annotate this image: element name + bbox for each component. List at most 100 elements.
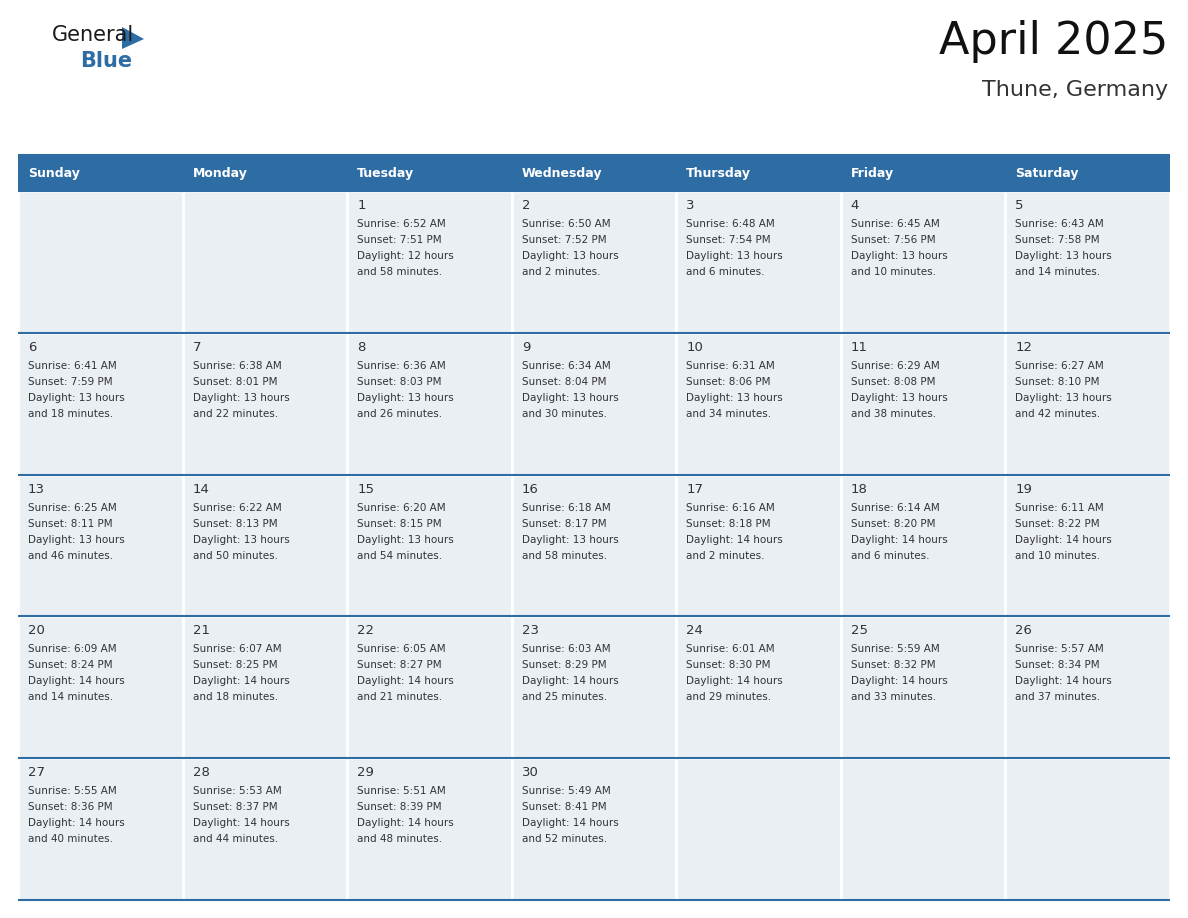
Text: Sunday: Sunday bbox=[29, 166, 80, 180]
Text: Sunrise: 6:50 AM: Sunrise: 6:50 AM bbox=[522, 219, 611, 229]
Bar bbox=[512, 333, 676, 475]
Text: 1: 1 bbox=[358, 199, 366, 212]
Text: Daylight: 14 hours: Daylight: 14 hours bbox=[687, 677, 783, 687]
Text: Sunrise: 6:29 AM: Sunrise: 6:29 AM bbox=[851, 361, 940, 371]
Bar bbox=[1005, 333, 1170, 475]
Text: Daylight: 13 hours: Daylight: 13 hours bbox=[522, 534, 619, 544]
Text: Saturday: Saturday bbox=[1016, 166, 1079, 180]
Text: Sunset: 8:22 PM: Sunset: 8:22 PM bbox=[1016, 519, 1100, 529]
Text: 19: 19 bbox=[1016, 483, 1032, 496]
Bar bbox=[183, 155, 347, 191]
Text: Sunset: 8:39 PM: Sunset: 8:39 PM bbox=[358, 802, 442, 812]
Bar bbox=[1005, 616, 1170, 758]
Text: Sunrise: 5:49 AM: Sunrise: 5:49 AM bbox=[522, 786, 611, 796]
Bar bbox=[18, 616, 183, 758]
Text: Daylight: 14 hours: Daylight: 14 hours bbox=[687, 534, 783, 544]
Text: Daylight: 13 hours: Daylight: 13 hours bbox=[358, 534, 454, 544]
Text: Daylight: 13 hours: Daylight: 13 hours bbox=[522, 251, 619, 261]
Text: Sunset: 7:58 PM: Sunset: 7:58 PM bbox=[1016, 235, 1100, 245]
Text: Daylight: 14 hours: Daylight: 14 hours bbox=[192, 818, 290, 828]
Text: 6: 6 bbox=[29, 341, 37, 353]
Text: Daylight: 13 hours: Daylight: 13 hours bbox=[687, 251, 783, 261]
Text: Daylight: 14 hours: Daylight: 14 hours bbox=[192, 677, 290, 687]
Text: 18: 18 bbox=[851, 483, 867, 496]
Text: Sunset: 8:30 PM: Sunset: 8:30 PM bbox=[687, 660, 771, 670]
Text: and 18 minutes.: and 18 minutes. bbox=[192, 692, 278, 702]
Text: Daylight: 14 hours: Daylight: 14 hours bbox=[851, 677, 948, 687]
Text: Sunrise: 5:55 AM: Sunrise: 5:55 AM bbox=[29, 786, 116, 796]
Bar bbox=[18, 333, 183, 475]
Text: Sunrise: 6:07 AM: Sunrise: 6:07 AM bbox=[192, 644, 282, 655]
Text: Sunset: 8:04 PM: Sunset: 8:04 PM bbox=[522, 376, 606, 386]
Text: Sunset: 8:13 PM: Sunset: 8:13 PM bbox=[192, 519, 277, 529]
Text: Sunset: 7:51 PM: Sunset: 7:51 PM bbox=[358, 235, 442, 245]
Bar bbox=[347, 475, 512, 616]
Bar bbox=[676, 155, 841, 191]
Text: Sunrise: 6:43 AM: Sunrise: 6:43 AM bbox=[1016, 219, 1104, 229]
Text: and 52 minutes.: and 52 minutes. bbox=[522, 834, 607, 845]
Bar bbox=[1005, 758, 1170, 900]
Text: 26: 26 bbox=[1016, 624, 1032, 637]
Text: Sunrise: 5:53 AM: Sunrise: 5:53 AM bbox=[192, 786, 282, 796]
Bar bbox=[841, 333, 1005, 475]
Text: 24: 24 bbox=[687, 624, 703, 637]
Text: 20: 20 bbox=[29, 624, 45, 637]
Text: 16: 16 bbox=[522, 483, 538, 496]
Bar bbox=[18, 758, 183, 900]
Text: Sunset: 7:54 PM: Sunset: 7:54 PM bbox=[687, 235, 771, 245]
Text: Daylight: 13 hours: Daylight: 13 hours bbox=[522, 393, 619, 403]
Text: Sunrise: 6:09 AM: Sunrise: 6:09 AM bbox=[29, 644, 116, 655]
Text: Daylight: 13 hours: Daylight: 13 hours bbox=[192, 393, 290, 403]
Text: 13: 13 bbox=[29, 483, 45, 496]
Bar bbox=[18, 191, 183, 333]
Text: and 29 minutes.: and 29 minutes. bbox=[687, 692, 771, 702]
Bar bbox=[512, 758, 676, 900]
Text: and 38 minutes.: and 38 minutes. bbox=[851, 409, 936, 419]
Text: 7: 7 bbox=[192, 341, 201, 353]
Text: Sunrise: 6:16 AM: Sunrise: 6:16 AM bbox=[687, 502, 775, 512]
Text: Tuesday: Tuesday bbox=[358, 166, 415, 180]
Text: Sunset: 8:25 PM: Sunset: 8:25 PM bbox=[192, 660, 277, 670]
Text: 15: 15 bbox=[358, 483, 374, 496]
Text: and 37 minutes.: and 37 minutes. bbox=[1016, 692, 1100, 702]
Text: Sunrise: 6:05 AM: Sunrise: 6:05 AM bbox=[358, 644, 446, 655]
Text: and 40 minutes.: and 40 minutes. bbox=[29, 834, 113, 845]
Text: Daylight: 13 hours: Daylight: 13 hours bbox=[29, 393, 125, 403]
Text: Sunrise: 5:57 AM: Sunrise: 5:57 AM bbox=[1016, 644, 1104, 655]
Text: 25: 25 bbox=[851, 624, 868, 637]
Text: Sunrise: 5:59 AM: Sunrise: 5:59 AM bbox=[851, 644, 940, 655]
Text: Sunrise: 6:27 AM: Sunrise: 6:27 AM bbox=[1016, 361, 1104, 371]
Text: 29: 29 bbox=[358, 767, 374, 779]
Text: Daylight: 14 hours: Daylight: 14 hours bbox=[851, 534, 948, 544]
Text: Sunrise: 6:52 AM: Sunrise: 6:52 AM bbox=[358, 219, 446, 229]
Text: and 18 minutes.: and 18 minutes. bbox=[29, 409, 113, 419]
Bar bbox=[676, 333, 841, 475]
Bar bbox=[347, 191, 512, 333]
Text: 27: 27 bbox=[29, 767, 45, 779]
Text: General: General bbox=[52, 25, 134, 45]
Text: Monday: Monday bbox=[192, 166, 247, 180]
Text: Daylight: 14 hours: Daylight: 14 hours bbox=[1016, 534, 1112, 544]
Text: and 6 minutes.: and 6 minutes. bbox=[687, 267, 765, 277]
Text: Sunset: 7:52 PM: Sunset: 7:52 PM bbox=[522, 235, 606, 245]
Bar bbox=[841, 758, 1005, 900]
Text: Sunrise: 6:25 AM: Sunrise: 6:25 AM bbox=[29, 502, 116, 512]
Bar bbox=[183, 758, 347, 900]
Text: 10: 10 bbox=[687, 341, 703, 353]
Text: Friday: Friday bbox=[851, 166, 895, 180]
Text: Sunrise: 6:38 AM: Sunrise: 6:38 AM bbox=[192, 361, 282, 371]
Text: April 2025: April 2025 bbox=[939, 20, 1168, 63]
Text: 4: 4 bbox=[851, 199, 859, 212]
Bar bbox=[1005, 475, 1170, 616]
Text: and 22 minutes.: and 22 minutes. bbox=[192, 409, 278, 419]
Text: Daylight: 13 hours: Daylight: 13 hours bbox=[29, 534, 125, 544]
Text: Sunset: 8:36 PM: Sunset: 8:36 PM bbox=[29, 802, 113, 812]
Text: 22: 22 bbox=[358, 624, 374, 637]
Bar bbox=[347, 155, 512, 191]
Text: and 2 minutes.: and 2 minutes. bbox=[522, 267, 600, 277]
Text: Sunrise: 6:48 AM: Sunrise: 6:48 AM bbox=[687, 219, 775, 229]
Text: and 26 minutes.: and 26 minutes. bbox=[358, 409, 442, 419]
Text: Sunset: 8:41 PM: Sunset: 8:41 PM bbox=[522, 802, 606, 812]
Bar bbox=[676, 475, 841, 616]
Text: Blue: Blue bbox=[80, 51, 132, 71]
